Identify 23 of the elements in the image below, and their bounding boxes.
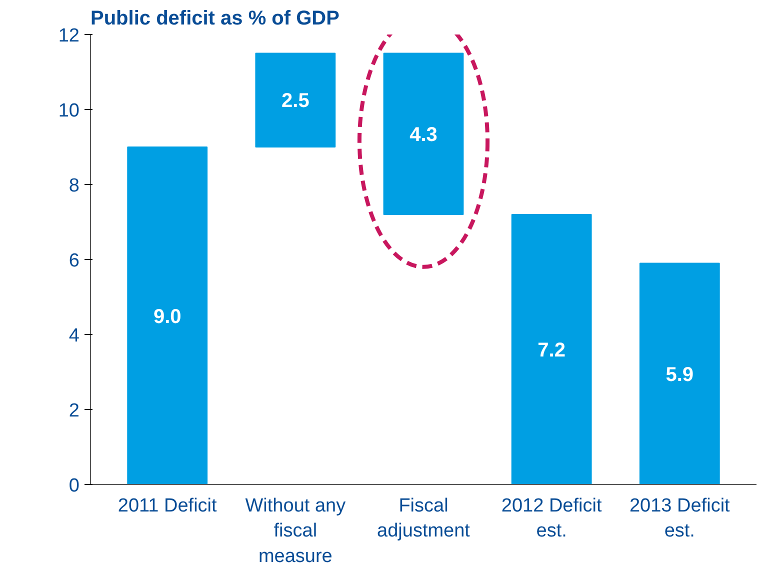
data-label: 2.5 xyxy=(282,90,310,112)
data-label: 9.0 xyxy=(153,306,182,328)
bar xyxy=(639,262,720,484)
x-tick-label: Fiscal adjustment xyxy=(377,496,471,542)
y-tick-label: 6 xyxy=(68,250,80,272)
y-tick-label: 12 xyxy=(58,26,80,46)
data-label: 5.9 xyxy=(666,364,694,386)
x-tick-label: 2011 Deficit xyxy=(118,496,218,516)
bar xyxy=(511,214,592,484)
x-tick-label: Without any fiscal measure xyxy=(245,496,346,567)
bar xyxy=(127,146,208,484)
y-tick-label: 4 xyxy=(68,326,80,346)
y-tick-label: 2 xyxy=(68,400,80,422)
y-tick-label: 8 xyxy=(68,176,80,196)
x-tick-label: 2012 Deficit est. xyxy=(501,496,602,542)
x-tick-label: 2013 Deficit est. xyxy=(629,496,731,542)
data-label: 4.3 xyxy=(410,124,438,146)
y-tick-label: 10 xyxy=(58,100,80,122)
chart-title: Public deficit as % of GDP xyxy=(90,8,340,30)
y-tick-label: 0 xyxy=(68,476,80,496)
data-label: 7.2 xyxy=(538,340,566,362)
bar xyxy=(255,52,336,148)
bar xyxy=(383,52,464,215)
